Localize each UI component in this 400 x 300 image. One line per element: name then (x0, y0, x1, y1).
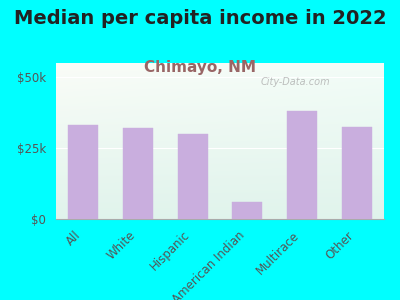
Text: City-Data.com: City-Data.com (261, 77, 330, 87)
Bar (342, 127, 372, 219)
Text: Chimayo, NM: Chimayo, NM (144, 60, 256, 75)
Text: Median per capita income in 2022: Median per capita income in 2022 (14, 9, 386, 28)
Bar (287, 111, 317, 219)
Bar (178, 134, 208, 219)
Bar (232, 202, 262, 219)
Bar (68, 125, 98, 219)
Bar (123, 128, 153, 219)
